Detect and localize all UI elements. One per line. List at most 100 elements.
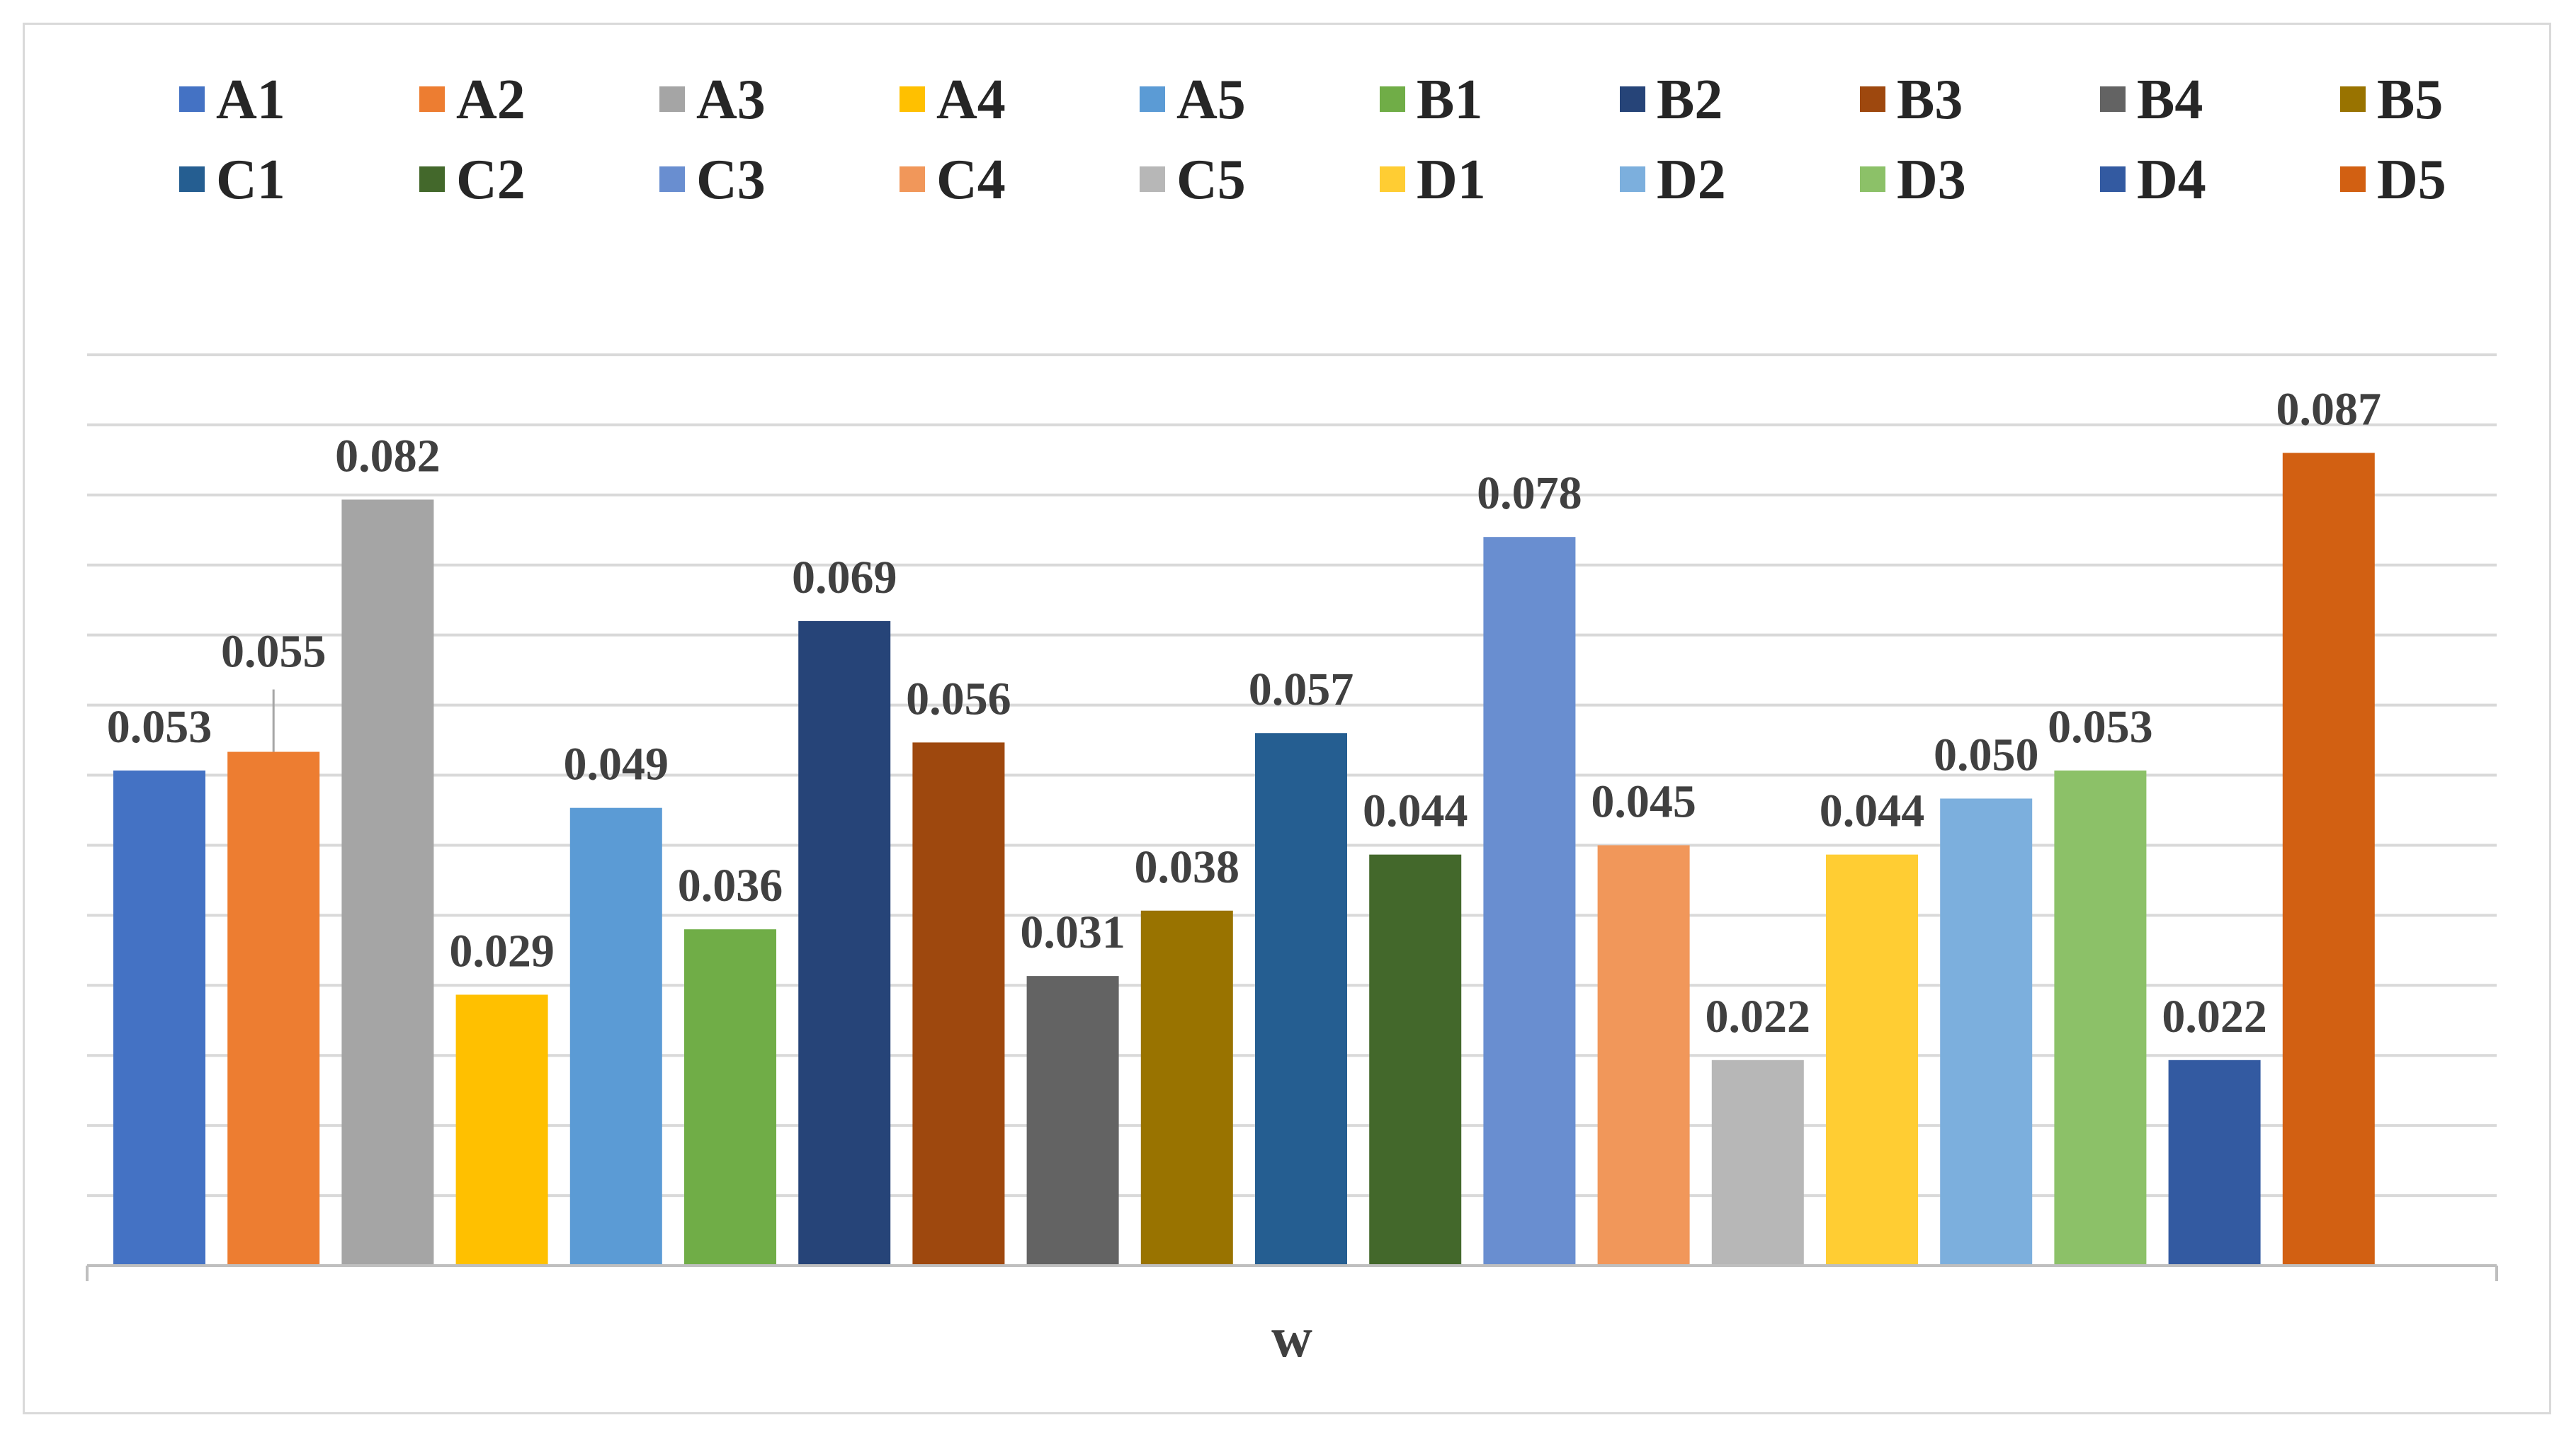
legend-item-b5: B5 <box>2340 69 2443 131</box>
legend-label: A2 <box>456 69 526 131</box>
bar-d3 <box>2054 770 2147 1266</box>
legend-item-b4: B4 <box>2100 69 2203 131</box>
bar-chart: 0.0530.0550.0820.0290.0490.0360.0690.056… <box>86 69 2498 1369</box>
bar-d1 <box>1826 854 1918 1266</box>
legend-swatch <box>2340 86 2366 112</box>
legend-label: A1 <box>216 69 285 131</box>
bar-d5 <box>2282 453 2375 1266</box>
data-label-a1: 0.053 <box>107 701 212 753</box>
x-axis-title: w <box>1271 1307 1312 1369</box>
legend-item-d2: D2 <box>1620 149 1726 211</box>
legend-label: C1 <box>216 149 285 211</box>
legend-swatch <box>179 86 205 112</box>
legend-swatch <box>1140 86 1165 112</box>
legend-swatch <box>659 86 685 112</box>
bar-c2 <box>1369 854 1462 1266</box>
legend-label: C2 <box>456 149 526 211</box>
legend-item-d4: D4 <box>2100 149 2206 211</box>
bar-d2 <box>1940 798 2033 1266</box>
legend-label: B3 <box>1897 69 1963 131</box>
data-label-c5: 0.022 <box>1706 991 1811 1043</box>
legend-swatch <box>900 166 925 192</box>
legend-swatch <box>1860 86 1885 112</box>
legend-swatch <box>419 166 445 192</box>
bar-d4 <box>2168 1060 2261 1266</box>
bar-c5 <box>1711 1060 1804 1266</box>
legend-item-b3: B3 <box>1860 69 1963 131</box>
legend-swatch <box>2100 86 2126 112</box>
legend-label: C3 <box>696 149 766 211</box>
legend-label: B1 <box>1417 69 1482 131</box>
bar-b3 <box>912 742 1005 1266</box>
data-label-d1: 0.044 <box>1820 785 1925 837</box>
bar-b5 <box>1140 910 1233 1266</box>
data-label-b4: 0.031 <box>1020 907 1125 958</box>
data-label-a3: 0.082 <box>335 430 441 482</box>
data-label-b1: 0.036 <box>678 860 783 911</box>
legend-item-d3: D3 <box>1860 149 1966 211</box>
data-label-c1: 0.057 <box>1249 664 1354 715</box>
bar-b4 <box>1026 976 1119 1266</box>
data-label-a4: 0.029 <box>449 925 555 977</box>
legend-swatch <box>1140 166 1165 192</box>
legend-item-b2: B2 <box>1620 69 1723 131</box>
data-label-b2: 0.069 <box>792 552 897 603</box>
legend-item-c3: C3 <box>659 149 766 211</box>
legend-swatch <box>1860 166 1885 192</box>
bar-c4 <box>1597 845 1690 1266</box>
legend-label: D1 <box>1417 149 1486 211</box>
legend-swatch <box>900 86 925 112</box>
legend-item-a2: A2 <box>419 69 526 131</box>
bar-b2 <box>798 620 891 1266</box>
legend-label: D5 <box>2377 149 2446 211</box>
chart-frame: 0.053 0.055 0.082 0.029 0.049 0.036 0.069 0.056… <box>23 23 2551 1414</box>
legend-label: B4 <box>2137 69 2203 131</box>
legend-swatch <box>2340 166 2366 192</box>
legend-label: D3 <box>1897 149 1966 211</box>
bar-a3 <box>341 499 434 1266</box>
legend-swatch <box>1380 166 1405 192</box>
legend-swatch <box>2100 166 2126 192</box>
x-axis <box>86 1264 2498 1281</box>
legend-item-b1: B1 <box>1380 69 1482 131</box>
bar-a4 <box>455 994 548 1266</box>
data-label-b5: 0.038 <box>1135 841 1240 893</box>
data-label-a5: 0.049 <box>564 739 669 790</box>
legend-label: A5 <box>1176 69 1246 131</box>
legend-item-d5: D5 <box>2340 149 2446 211</box>
bar-c1 <box>1255 733 1347 1266</box>
data-label-c2: 0.044 <box>1363 785 1468 837</box>
data-label-d3: 0.053 <box>2048 701 2153 753</box>
data-label-d4: 0.022 <box>2162 991 2267 1043</box>
legend-swatch <box>1380 86 1405 112</box>
legend-item-d1: D1 <box>1380 149 1486 211</box>
legend-label: D2 <box>1657 149 1726 211</box>
legend-label: A4 <box>936 69 1006 131</box>
legend-swatch <box>1620 166 1645 192</box>
legend-label: B2 <box>1657 69 1723 131</box>
legend-label: A3 <box>696 69 766 131</box>
bar-b1 <box>684 929 776 1266</box>
legend-item-c1: C1 <box>179 149 285 211</box>
data-label-a2: 0.055 <box>221 626 327 678</box>
legend-swatch <box>419 86 445 112</box>
bars <box>113 453 2375 1266</box>
legend-label: C4 <box>936 149 1006 211</box>
legend-swatch <box>179 166 205 192</box>
data-label-d2: 0.050 <box>1934 729 2039 781</box>
legend-swatch <box>1620 86 1645 112</box>
legend-item-a5: A5 <box>1140 69 1246 131</box>
legend-swatch <box>659 166 685 192</box>
legend-item-c2: C2 <box>419 149 526 211</box>
bar-a1 <box>113 770 205 1266</box>
legend-item-c5: C5 <box>1140 149 1246 211</box>
legend-label: C5 <box>1176 149 1246 211</box>
data-label-b3: 0.056 <box>906 673 1011 725</box>
bar-a2 <box>227 751 320 1266</box>
legend-item-a4: A4 <box>900 69 1006 131</box>
legend-label: D4 <box>2137 149 2206 211</box>
data-label-d5: 0.087 <box>2276 383 2382 435</box>
legend-item-a3: A3 <box>659 69 766 131</box>
bar-c3 <box>1483 537 1576 1266</box>
data-labels: 0.0530.0550.0820.0290.0490.0360.0690.056… <box>107 383 2381 1042</box>
